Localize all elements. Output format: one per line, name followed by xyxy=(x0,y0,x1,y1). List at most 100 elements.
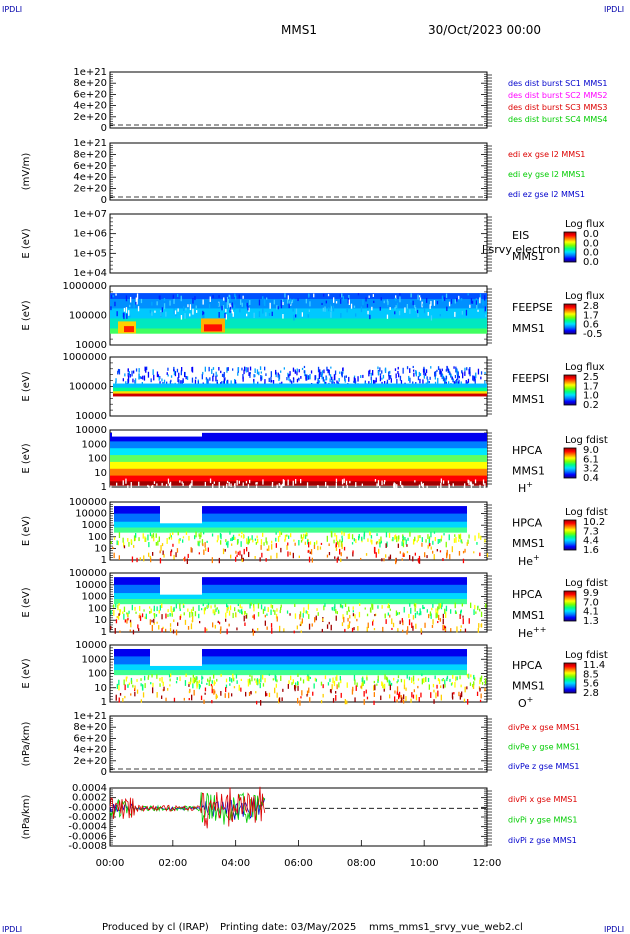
spacecraft-label: MMS1 xyxy=(512,322,545,335)
colorbar xyxy=(563,519,577,551)
colorbar-tick: 2.8 xyxy=(583,688,599,699)
ytick-label: 1e+21 xyxy=(73,138,107,149)
panel-hpca_o: 10000 1000 100 10 1 E (eV) HPCA MMS1 O+ Log fdist… xyxy=(21,640,608,710)
ytick-label: 100 xyxy=(88,669,107,680)
colorbar-title: Log fdist xyxy=(565,507,608,518)
spectrogram-hpca_o xyxy=(114,646,487,706)
panel-frame xyxy=(109,142,488,201)
colorbar-tick: -0.5 xyxy=(583,329,603,340)
instrument-label: HPCA xyxy=(512,516,543,529)
xtick-label: 12:00 xyxy=(473,858,502,869)
legend-entry: des dist burst SC2 MMS2 xyxy=(508,91,607,100)
colorbar-tick: 1.7 xyxy=(583,310,599,321)
spectrogram-feeps_e xyxy=(110,293,487,334)
xtick-label: 00:00 xyxy=(96,858,125,869)
colorbar-tick: 1.3 xyxy=(583,616,599,627)
ytick-label: -0.0002 xyxy=(68,812,107,823)
ytick-label: 6e+20 xyxy=(73,89,107,100)
ytick-label: 8e+20 xyxy=(73,722,107,733)
corner-label-bottom-left: IPDLI xyxy=(2,925,22,934)
colorbar-tick: 11.4 xyxy=(583,660,605,671)
ytick-label: 1000 xyxy=(82,439,107,450)
species-label: He++ xyxy=(518,625,546,640)
ytick-label: 100 xyxy=(88,532,107,543)
ytick-label: 0.0002 xyxy=(72,793,107,804)
legend-entry: edi ex gse l2 MMS1 xyxy=(508,150,585,159)
xtick-label: 04:00 xyxy=(221,858,250,869)
ytick-label: 1 xyxy=(101,627,107,638)
ytick-label: 100000 xyxy=(69,382,107,393)
ytick-label: 1000000 xyxy=(62,281,107,292)
ytick-label: 10000 xyxy=(75,640,107,651)
ytick-label: 8e+20 xyxy=(73,149,107,160)
panel-feeps_e: 1000000 100000 10000 E (eV) FEEPSE MMS1 Log fl… xyxy=(21,281,605,351)
spacecraft-label: MMS1 xyxy=(512,679,545,692)
colorbar-title: Log flux xyxy=(565,219,605,230)
colorbar-tick: 0.0 xyxy=(583,238,599,249)
ytick-label: 2e+20 xyxy=(73,184,107,195)
instrument-label: HPCA xyxy=(512,588,543,601)
colorbar-tick: 0.2 xyxy=(583,400,599,411)
ytick-label: 8e+20 xyxy=(73,78,107,89)
colorbar-tick: 3.2 xyxy=(583,464,599,475)
colorbar-tick: 4.4 xyxy=(583,536,599,547)
ytick-label: 4e+20 xyxy=(73,172,107,183)
species-charge: + xyxy=(527,695,534,704)
ytick-label: 1e+04 xyxy=(73,268,107,279)
ytick-label: 1000 xyxy=(82,520,107,531)
ytick-label: 100000 xyxy=(69,311,107,322)
spacecraft-label: MMS1 xyxy=(512,537,545,550)
species-charge: ++ xyxy=(533,625,546,634)
ytick-label: 1 xyxy=(101,482,107,493)
legend-entry: divPe y gse MMS1 xyxy=(508,743,580,752)
panel-divpi: 0.00040.0002-0.0000-0.0002-0.0004-0.0006… xyxy=(21,783,577,852)
spacecraft-label: MMS1 xyxy=(512,464,545,477)
ytick-label: 0 xyxy=(101,123,107,134)
colorbar-tick: 5.6 xyxy=(583,679,599,690)
species-label: O+ xyxy=(518,695,533,710)
species-label: He+ xyxy=(518,553,540,568)
spacecraft-label: MMS1 xyxy=(512,393,545,406)
corner-label-top-left: IPDLI xyxy=(2,5,22,14)
species-charge: + xyxy=(533,553,540,562)
legend-entry: des dist burst SC1 MMS1 xyxy=(508,79,607,88)
divpi-traces xyxy=(109,786,487,829)
ytick-label: 2e+20 xyxy=(73,756,107,767)
ytick-label: 100000 xyxy=(69,568,107,579)
ytick-label: 100 xyxy=(88,454,107,465)
overlay-label: l srvy electron to xyxy=(482,243,575,256)
ylabel: (nPa/km) xyxy=(21,795,32,840)
ytick-label: -0.0004 xyxy=(68,822,107,833)
ytick-label: 1e+07 xyxy=(73,209,107,220)
colorbar-tick: 2.5 xyxy=(583,372,599,383)
instrument-label: FEEPSE xyxy=(512,301,553,314)
ytick-label: 4e+20 xyxy=(73,101,107,112)
legend-entry: edi ez gse l2 MMS1 xyxy=(508,190,585,199)
spectrogram-hpca_he xyxy=(110,503,489,565)
colorbar-tick: 0.0 xyxy=(583,248,599,259)
ylabel: E (eV) xyxy=(21,516,32,546)
ytick-label: 6e+20 xyxy=(73,161,107,172)
panel-frame xyxy=(109,715,488,773)
corner-label-top-right: IPDLI xyxy=(604,5,624,14)
spectrogram-feeps_i xyxy=(113,365,487,397)
ytick-label: 10000 xyxy=(75,425,107,436)
ytick-label: 10000 xyxy=(75,509,107,520)
footer-printing-date: Printing date: 03/May/2025 xyxy=(220,922,356,933)
ytick-label: 10000 xyxy=(75,580,107,591)
colorbar-tick: 9.0 xyxy=(583,445,599,456)
ytick-label: 2e+20 xyxy=(73,112,107,123)
ytick-label: 1e+06 xyxy=(73,229,107,240)
colorbar-title: Log fdist xyxy=(565,435,608,446)
ytick-label: -0.0006 xyxy=(68,831,107,842)
time-axis: 00:00 02:00 04:00 06:00 08:00 10:00 12:00 xyxy=(96,840,502,869)
ytick-label: 10 xyxy=(94,543,107,554)
colorbar-tick: 2.8 xyxy=(583,301,599,312)
ylabel: E (eV) xyxy=(21,300,32,330)
colorbar-tick: 7.3 xyxy=(583,526,599,537)
colorbar-title: Log flux xyxy=(565,362,605,373)
colorbar-tick: 10.2 xyxy=(583,517,605,528)
figure-date: 30/Oct/2023 00:00 xyxy=(428,23,541,37)
